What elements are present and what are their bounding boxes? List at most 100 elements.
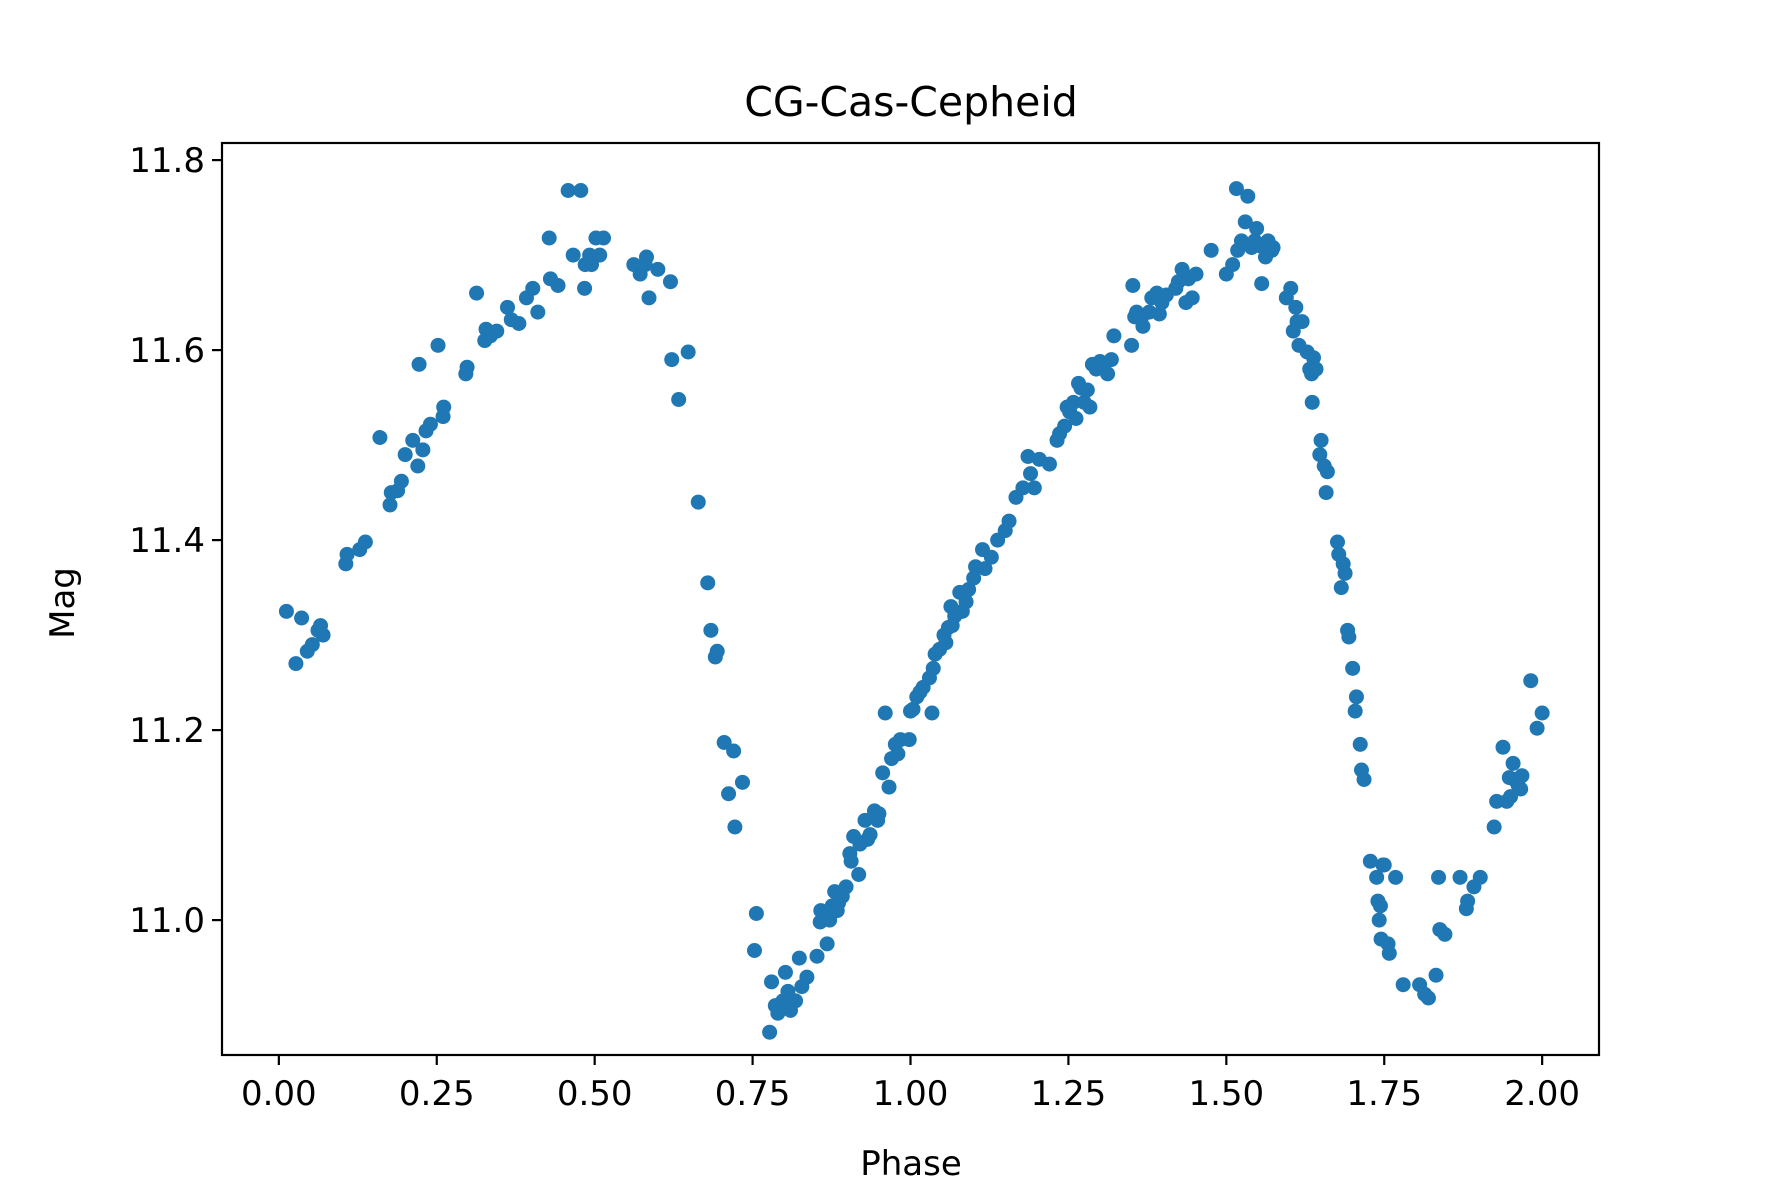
- data-point: [1345, 660, 1361, 676]
- data-point: [1228, 181, 1244, 197]
- data-point: [530, 304, 546, 320]
- data-point: [393, 473, 409, 489]
- data-point: [1529, 720, 1545, 736]
- data-point: [525, 280, 541, 296]
- data-point: [764, 974, 780, 990]
- data-point: [1184, 290, 1200, 306]
- data-point: [905, 701, 921, 717]
- data-point: [1308, 361, 1324, 377]
- data-point: [288, 656, 304, 672]
- data-point: [641, 290, 657, 306]
- x-tick-label: 0.75: [715, 1074, 791, 1114]
- data-point: [1376, 857, 1392, 873]
- data-point: [577, 280, 593, 296]
- data-point: [1388, 869, 1404, 885]
- data-point: [1356, 772, 1372, 787]
- data-point: [734, 774, 750, 790]
- data-point: [1420, 990, 1436, 1006]
- y-tick-label: 11.8: [129, 141, 205, 181]
- data-point: [1312, 447, 1328, 463]
- data-point: [1486, 819, 1502, 835]
- y-tick-label: 11.2: [129, 711, 205, 751]
- x-axis-ticks: 0.00 0.25 0.50 0.75 1.00 1.25 1.50 1.75 2.00: [241, 1055, 1580, 1114]
- data-point: [983, 549, 999, 565]
- data-point: [405, 432, 421, 448]
- data-point: [664, 352, 680, 368]
- data-point: [680, 344, 696, 360]
- data-point: [1348, 689, 1364, 705]
- data-point: [500, 299, 516, 315]
- data-point: [871, 806, 887, 822]
- data-point: [1124, 337, 1140, 353]
- data-point: [278, 603, 294, 619]
- data-point: [690, 494, 706, 510]
- data-point: [1249, 221, 1265, 236]
- data-point: [573, 183, 589, 198]
- y-axis-ticks: 11.0 11.2 11.4 11.6 11.8: [129, 141, 222, 941]
- data-point: [1125, 278, 1141, 293]
- data-point: [489, 323, 505, 339]
- data-point: [1015, 480, 1031, 496]
- data-point: [788, 993, 804, 1009]
- data-point: [372, 430, 388, 445]
- data-point: [748, 905, 764, 921]
- data-point: [1319, 464, 1335, 480]
- data-point: [1305, 350, 1321, 366]
- data-point: [1318, 485, 1334, 501]
- y-tick-label: 11.6: [129, 331, 205, 371]
- data-point: [1523, 673, 1539, 689]
- data-point: [1225, 257, 1241, 273]
- data-point: [415, 442, 431, 458]
- data-point: [726, 743, 742, 759]
- data-point: [541, 230, 557, 246]
- data-point: [1371, 912, 1387, 928]
- data-point: [958, 594, 974, 610]
- x-tick-label: 1.50: [1188, 1074, 1264, 1114]
- x-tick-label: 2.00: [1504, 1074, 1580, 1114]
- x-tick-label: 0.25: [399, 1074, 475, 1114]
- data-point: [397, 447, 413, 463]
- data-point: [1534, 705, 1550, 721]
- data-point: [304, 637, 320, 653]
- data-point: [727, 819, 743, 835]
- data-point: [1188, 266, 1204, 282]
- data-point: [791, 950, 807, 966]
- data-point: [1395, 977, 1411, 993]
- data-point: [1068, 411, 1084, 426]
- data-point: [799, 969, 815, 985]
- data-point: [596, 230, 612, 246]
- data-point: [1437, 926, 1453, 942]
- data-point: [1514, 768, 1530, 784]
- data-point: [961, 582, 977, 597]
- data-point: [1079, 382, 1095, 398]
- data-point: [294, 610, 310, 626]
- data-point: [1460, 893, 1476, 909]
- data-point: [1041, 456, 1057, 472]
- data-point: [1103, 352, 1119, 368]
- data-point: [638, 249, 654, 265]
- x-tick-label: 0.00: [241, 1074, 317, 1114]
- data-point: [1082, 399, 1098, 415]
- data-point: [1452, 869, 1468, 885]
- data-point: [762, 1024, 778, 1040]
- data-point: [459, 359, 475, 375]
- data-point: [1106, 328, 1122, 344]
- x-axis-label: Phase: [860, 1144, 962, 1181]
- data-point: [1513, 781, 1529, 797]
- data-point: [1151, 306, 1167, 322]
- data-point: [709, 643, 725, 659]
- data-point: [422, 416, 438, 432]
- data-point: [357, 534, 373, 550]
- data-point: [925, 660, 941, 676]
- data-point: [1100, 366, 1116, 382]
- data-point: [809, 948, 825, 964]
- data-point: [977, 561, 993, 577]
- data-point: [1203, 242, 1219, 258]
- data-point: [1057, 418, 1073, 434]
- data-point: [410, 458, 426, 474]
- data-point: [938, 635, 954, 651]
- data-point: [721, 786, 737, 802]
- data-point: [890, 746, 906, 762]
- data-point: [1381, 945, 1397, 961]
